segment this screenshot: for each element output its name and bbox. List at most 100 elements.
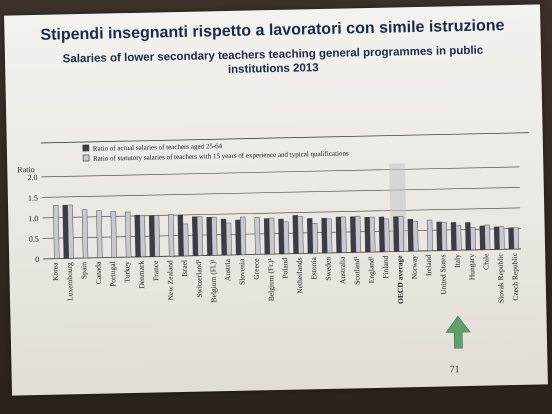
bar-statutory xyxy=(412,221,419,252)
x-tick-label: Portugal xyxy=(108,261,118,287)
bar-statutory xyxy=(254,217,261,255)
bar-statutory xyxy=(283,221,290,255)
bar-statutory xyxy=(139,215,146,258)
x-tick-label: New Zealand xyxy=(165,260,175,301)
x-tick-label: Poland xyxy=(280,257,289,278)
bar-statutory xyxy=(67,204,74,259)
bar-statutory xyxy=(455,225,462,251)
bar-actual xyxy=(235,219,242,256)
y-tick-label: 2.0 xyxy=(27,173,37,182)
bar-statutory xyxy=(125,211,132,258)
x-tick-label: Netherlands xyxy=(295,257,305,293)
bar-statutory xyxy=(225,222,232,256)
x-tick-label: Chile xyxy=(481,253,490,270)
bar-statutory xyxy=(383,218,390,252)
bar-statutory xyxy=(513,227,519,250)
bar-actual xyxy=(335,216,342,253)
bar-actual xyxy=(407,218,414,252)
x-tick-label: Denmark xyxy=(137,260,147,288)
y-tick-label: 0 xyxy=(35,255,39,264)
bar-actual xyxy=(465,222,472,251)
x-tick-label: United States xyxy=(438,254,448,294)
x-tick-label: England¹ xyxy=(366,256,376,283)
bar-actual xyxy=(393,216,400,252)
bar-statutory xyxy=(110,211,117,258)
x-tick-label: Slovenia xyxy=(237,258,247,285)
x-tick-label: Finland xyxy=(381,255,390,278)
grid-line xyxy=(42,207,521,219)
chart-legend: Ratio of actual salaries of teachers age… xyxy=(40,132,529,163)
bar-statutory xyxy=(297,216,304,254)
bar-actual xyxy=(450,222,457,251)
x-tick-label: Greece xyxy=(251,258,260,280)
bar-actual xyxy=(321,217,328,254)
grid-line xyxy=(41,166,520,178)
bar-statutory xyxy=(96,210,103,258)
x-tick-label: Spain xyxy=(79,262,88,280)
y-tick-label: 1.5 xyxy=(28,193,38,202)
bar-statutory xyxy=(53,205,60,259)
x-axis-labels: Korea Luxembourg Spain Canada Portugal Turkey… xyxy=(50,252,520,304)
bar-statutory xyxy=(240,216,247,255)
bar-actual xyxy=(493,226,500,250)
x-tick-label: OECD average xyxy=(395,255,405,304)
bar-statutory xyxy=(340,216,347,253)
bar-actual xyxy=(307,218,314,254)
bar-statutory xyxy=(268,217,275,255)
bar-actual xyxy=(350,216,357,253)
x-tick-label: Slovak Republic xyxy=(496,253,506,304)
bar-statutory xyxy=(211,216,218,256)
x-tick-label: Czech Republic xyxy=(510,252,520,301)
bar-actual xyxy=(220,218,227,256)
bar-statutory xyxy=(441,222,448,251)
highlight-arrow xyxy=(445,315,471,349)
bar-statutory xyxy=(426,219,433,252)
y-tick-label: 0.5 xyxy=(29,234,39,243)
bar-chart: Ratio of actual salaries of teachers age… xyxy=(17,132,529,349)
x-tick-label: Korea xyxy=(50,262,59,281)
x-tick-label: Italy xyxy=(453,254,462,268)
x-tick-label: Canada xyxy=(94,261,103,284)
grid-line xyxy=(41,187,520,198)
x-tick-label: Austria xyxy=(223,258,232,281)
y-axis: Ratio 0 0.5 1.0 1.5 2.0 xyxy=(17,165,39,264)
x-tick-label: France xyxy=(151,260,160,281)
x-tick-label: Switzerland¹ xyxy=(194,260,204,298)
bar-statutory xyxy=(470,227,476,251)
bar-actual xyxy=(508,227,515,250)
x-tick-label: Belgium (Fr.)¹ xyxy=(266,258,276,301)
x-tick-label: Scotland¹ xyxy=(352,256,362,285)
bar-actual xyxy=(479,225,486,250)
bar-statutory xyxy=(168,214,175,257)
bar-statutory xyxy=(326,218,333,254)
bar-actual xyxy=(364,216,371,253)
x-tick-label: Ireland xyxy=(424,254,433,276)
x-tick-label: Turkey xyxy=(122,261,131,283)
bar-statutory xyxy=(498,226,505,250)
y-tick-label: 1.0 xyxy=(28,214,38,223)
bar-statutory xyxy=(196,216,204,256)
bar-actual xyxy=(177,214,184,257)
x-tick-label: Estonia xyxy=(309,256,318,279)
legend-swatch-2 xyxy=(82,154,90,162)
x-tick-label: Norway xyxy=(409,255,419,280)
page-number: 71 xyxy=(449,364,460,376)
bar-actual xyxy=(278,218,285,255)
y-axis-label: Ratio xyxy=(17,165,35,174)
bar-statutory xyxy=(312,223,318,254)
bar-statutory xyxy=(369,216,376,253)
bar-actual xyxy=(378,216,385,253)
chart-bars xyxy=(53,163,519,259)
bar-statutory xyxy=(484,224,491,250)
legend-label-1: Ratio of actual salaries of teachers age… xyxy=(93,142,223,153)
bar-statutory xyxy=(398,216,405,252)
x-tick-label: Luxembourg xyxy=(65,262,75,301)
up-arrow-icon xyxy=(445,315,471,349)
presentation-slide: Stipendi insegnanti rispetto a lavorator… xyxy=(4,4,548,396)
x-tick-label: Hungary xyxy=(467,254,477,281)
x-tick-label: Israel xyxy=(180,260,189,277)
x-tick-label: Australia xyxy=(338,256,348,284)
bar-statutory xyxy=(81,209,89,259)
x-tick-label: Belgium (Fl.)¹ xyxy=(208,259,218,302)
